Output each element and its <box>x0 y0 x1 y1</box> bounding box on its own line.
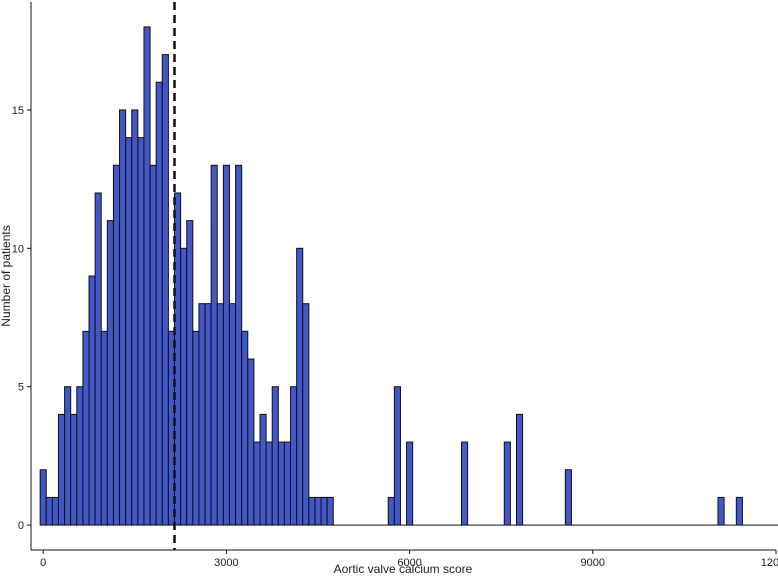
histogram-bar <box>106 220 114 526</box>
histogram-bar <box>82 330 90 526</box>
histogram-bar <box>125 137 133 526</box>
bars-group <box>39 26 778 526</box>
x-tick-label: 12000 <box>761 557 778 569</box>
histogram-bar <box>155 81 163 526</box>
histogram-bar <box>290 386 298 526</box>
histogram-bar <box>271 386 279 526</box>
histogram-bar <box>192 330 200 526</box>
histogram-bar <box>302 303 310 526</box>
histogram-bar <box>235 164 243 526</box>
histogram-bar <box>228 303 237 526</box>
histogram-bar <box>100 330 108 526</box>
histogram-bar <box>241 330 249 526</box>
histogram-bar <box>76 386 84 526</box>
histogram-bar <box>94 192 102 526</box>
histogram-bar <box>112 164 121 526</box>
histogram-bar <box>161 54 169 526</box>
histogram-bar <box>45 496 53 526</box>
histogram-bar <box>461 441 469 526</box>
histogram-bar <box>259 413 267 526</box>
histogram-bar <box>119 109 127 526</box>
histogram-bar <box>39 469 47 526</box>
histogram-bar <box>717 496 725 526</box>
histogram-bar <box>198 303 206 526</box>
histogram-bar <box>216 303 224 526</box>
histogram-bar <box>515 413 524 526</box>
histogram-bar <box>64 386 72 526</box>
histogram-bar <box>222 164 230 526</box>
histogram-bar <box>320 496 328 526</box>
histogram-bar <box>70 413 78 526</box>
histogram-bar <box>143 26 151 526</box>
histogram-bar <box>735 496 743 526</box>
histogram-bar <box>277 441 285 526</box>
histogram-bar <box>296 247 304 526</box>
y-tick-label: 0 <box>18 520 24 532</box>
x-tick-label: 9000 <box>581 557 605 569</box>
histogram-bar <box>308 496 316 526</box>
histogram-bar <box>283 441 292 526</box>
y-tick-label: 15 <box>12 105 24 117</box>
x-tick-label: 3000 <box>214 557 238 569</box>
y-tick-label: 5 <box>18 382 24 394</box>
histogram-bar <box>265 441 273 526</box>
histogram-bar <box>247 358 255 526</box>
y-axis-title: Number of patients <box>0 225 13 326</box>
histogram-bar <box>204 303 212 526</box>
histogram-bar <box>326 496 334 526</box>
x-ticks-group: 0 3000 6000 9000 12000 <box>40 550 778 569</box>
histogram-bar <box>253 441 261 526</box>
histogram-bar <box>57 413 66 526</box>
histogram-bar <box>210 164 218 526</box>
histogram-bar <box>406 441 414 526</box>
histogram-bar <box>51 496 59 526</box>
histogram-bar <box>564 469 572 526</box>
histogram-bar <box>137 137 145 526</box>
histogram-bar <box>180 247 188 526</box>
histogram-bar <box>88 275 96 526</box>
histogram-bar <box>503 441 511 526</box>
histogram-bar <box>131 109 139 526</box>
x-axis-title: Aortic valve calcium score <box>334 562 473 576</box>
histogram-bar <box>393 386 401 526</box>
y-ticks-group: 0 5 10 15 <box>12 105 31 532</box>
y-tick-label: 10 <box>12 243 24 255</box>
histogram-bar <box>387 496 395 526</box>
histogram-bar <box>149 164 157 526</box>
x-tick-label: 6000 <box>397 557 421 569</box>
x-tick-label: 0 <box>40 557 46 569</box>
histogram-bar <box>314 496 322 526</box>
histogram-bar <box>186 220 194 526</box>
